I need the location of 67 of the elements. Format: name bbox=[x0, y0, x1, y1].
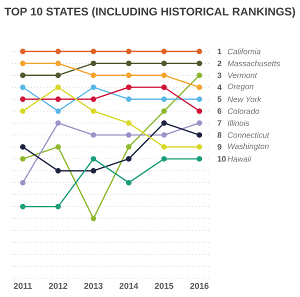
point bbox=[90, 84, 96, 90]
point bbox=[55, 120, 61, 126]
point bbox=[196, 48, 202, 54]
point bbox=[90, 72, 96, 78]
point bbox=[126, 84, 132, 90]
point bbox=[126, 156, 132, 162]
point bbox=[126, 144, 132, 150]
point bbox=[55, 60, 61, 66]
point bbox=[20, 108, 26, 114]
x-tick-label: 2011 bbox=[14, 283, 32, 290]
point bbox=[161, 72, 167, 78]
point bbox=[20, 96, 26, 102]
point bbox=[90, 168, 96, 174]
point bbox=[161, 144, 167, 150]
point bbox=[196, 96, 202, 102]
chart-title: TOP 10 STATES (INCLUDING HISTORICAL RANKINGS) bbox=[4, 7, 296, 18]
point bbox=[20, 204, 26, 210]
x-tick-label: 2014 bbox=[120, 283, 138, 290]
point bbox=[90, 108, 96, 114]
point bbox=[161, 96, 167, 102]
point bbox=[161, 84, 167, 90]
point bbox=[90, 48, 96, 54]
point bbox=[196, 84, 202, 90]
point bbox=[161, 48, 167, 54]
point bbox=[55, 48, 61, 54]
point bbox=[161, 108, 167, 114]
point bbox=[126, 60, 132, 66]
point bbox=[20, 144, 26, 150]
point bbox=[20, 84, 26, 90]
point bbox=[20, 48, 26, 54]
point bbox=[196, 156, 202, 162]
point bbox=[126, 72, 132, 78]
point bbox=[20, 156, 26, 162]
point bbox=[196, 144, 202, 150]
point bbox=[20, 180, 26, 186]
point bbox=[55, 204, 61, 210]
x-tick-label: 2013 bbox=[84, 283, 103, 290]
point bbox=[55, 144, 61, 150]
point bbox=[196, 60, 202, 66]
point bbox=[55, 168, 61, 174]
x-tick-label: 2012 bbox=[48, 283, 68, 290]
point bbox=[196, 108, 202, 114]
point bbox=[55, 84, 61, 90]
point bbox=[196, 132, 202, 138]
point bbox=[126, 180, 132, 186]
point bbox=[90, 156, 96, 162]
point bbox=[90, 60, 96, 66]
point bbox=[20, 60, 26, 66]
point bbox=[55, 96, 61, 102]
point bbox=[196, 120, 202, 126]
point bbox=[161, 132, 167, 138]
point bbox=[20, 72, 26, 78]
point bbox=[55, 72, 61, 78]
point bbox=[90, 216, 96, 222]
point bbox=[55, 108, 61, 114]
point bbox=[161, 156, 167, 162]
point bbox=[90, 96, 96, 102]
point bbox=[126, 48, 132, 54]
point bbox=[90, 132, 96, 138]
point bbox=[126, 96, 132, 102]
x-tick-label: 2016 bbox=[190, 283, 209, 290]
point bbox=[126, 120, 132, 126]
point bbox=[161, 120, 167, 126]
point bbox=[196, 72, 202, 78]
x-tick-label: 2015 bbox=[154, 283, 174, 290]
point bbox=[126, 132, 132, 138]
point bbox=[161, 60, 167, 66]
